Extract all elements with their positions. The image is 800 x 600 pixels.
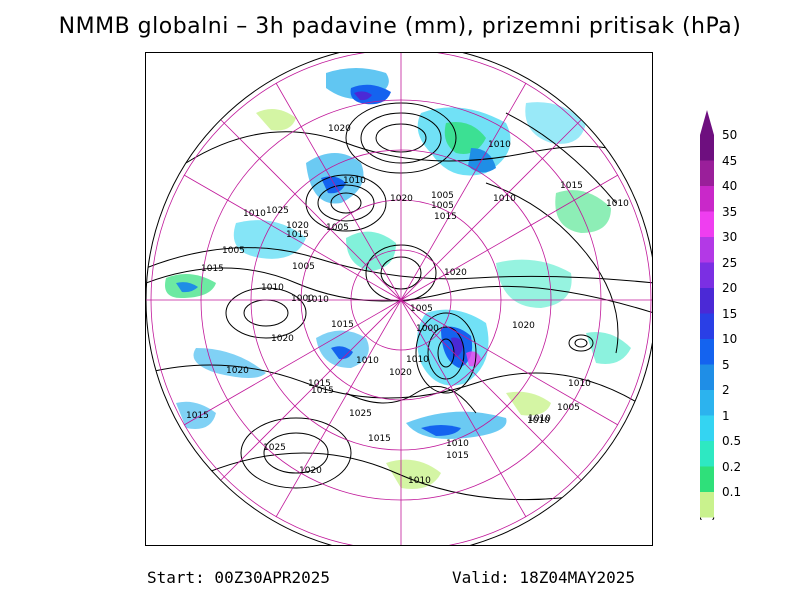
- legend-label: 15: [722, 306, 738, 321]
- isobar-label: 1010: [356, 356, 379, 366]
- isobar-label: 1020: [328, 124, 351, 134]
- legend-swatch: [700, 160, 714, 186]
- legend-swatch: [700, 262, 714, 288]
- legend-swatch: [700, 135, 714, 161]
- isobar-label: 1010: [446, 439, 469, 449]
- isobar-contours: [146, 102, 652, 501]
- isobar-label: 1025: [263, 443, 286, 453]
- legend-swatch: [700, 288, 714, 314]
- isobar-label: 1015: [311, 386, 334, 396]
- legend-swatch: [700, 211, 714, 237]
- legend-label: 30: [722, 230, 738, 244]
- legend-label: 40: [722, 179, 738, 193]
- graticule: [146, 53, 652, 545]
- isobar-label: 1020: [226, 366, 249, 376]
- isobar-label: 1020: [271, 334, 294, 344]
- legend-arrow-top: [700, 110, 714, 135]
- isobar-label: 1005: [222, 246, 245, 256]
- legend-label: 0.1: [722, 485, 742, 499]
- legend-swatch: [700, 492, 714, 518]
- map-title: NMMB globalni – 3h padavine (mm), prizem…: [58, 14, 742, 39]
- legend-swatch: [700, 313, 714, 339]
- isobar-label: 1010: [606, 199, 629, 209]
- isobar-label: 1010: [568, 379, 591, 389]
- legend-label: 50: [722, 128, 738, 142]
- isobar-label: 1005: [431, 201, 454, 211]
- legend-swatch: [700, 339, 714, 365]
- isobar-label: 1005: [557, 403, 580, 413]
- isobar-label: 1010: [528, 414, 551, 424]
- valid-time: Valid: 18Z04MAY2025: [452, 568, 636, 587]
- isobar-label: 1020: [444, 268, 467, 278]
- start-time: Start: 00Z30APR2025: [147, 568, 331, 587]
- isobar-label: 1010: [408, 476, 431, 486]
- isobar-labels: 1020101010101005102010051015101010151010…: [186, 124, 629, 486]
- isobar-label: 1010: [306, 295, 329, 305]
- isobar-label: 1000: [291, 294, 314, 304]
- isobar-label: 1005: [431, 191, 454, 201]
- isobar-label: 1010: [488, 140, 511, 150]
- isobar-label: 1010: [243, 209, 266, 219]
- isobar-label: 1015: [308, 379, 331, 389]
- legend-label: 35: [722, 204, 738, 219]
- isobar-label: 1010: [343, 176, 366, 186]
- isobar-label: 1020: [390, 194, 413, 204]
- legend-label: 0.5: [722, 434, 742, 448]
- isobar-label: 1010: [527, 416, 550, 426]
- legend-label: 2: [722, 383, 730, 397]
- legend-label: 10: [722, 332, 738, 346]
- isobar-label: 1020: [512, 321, 535, 331]
- legend-colorbar: [700, 110, 715, 520]
- legend-label: 25: [722, 255, 738, 270]
- isobar-label: 1010: [493, 194, 516, 204]
- isobar-label: 1015: [201, 264, 224, 274]
- legend-swatch: [700, 186, 714, 212]
- isobar-label: 1000: [416, 324, 439, 334]
- isobar-label: 1020: [286, 221, 309, 231]
- legend-swatch: [700, 415, 714, 441]
- isobar-label: 1015: [446, 451, 469, 461]
- isobar-label: 1015: [331, 320, 354, 330]
- isobar-label: 1010: [261, 283, 284, 293]
- isobar-label: 1005: [410, 304, 433, 314]
- polar-map: 1020101010101005102010051015101010151010…: [146, 53, 652, 545]
- legend-label: 1: [722, 408, 730, 423]
- isobar-label: 1015: [186, 411, 209, 421]
- precipitation-field: [165, 68, 631, 489]
- legend-swatch: [700, 364, 714, 390]
- legend-swatch: [700, 237, 714, 263]
- isobar-label: 1015: [560, 181, 583, 191]
- precipitation-legend: 50 45 40 35 30 25 20 15 10 5 2 1 0.5 0.2 0.1: [700, 110, 790, 520]
- legend-label: 5: [722, 357, 730, 372]
- isobar-label: 1010: [406, 355, 429, 365]
- legend-label: 45: [722, 153, 738, 168]
- legend-swatch: [700, 441, 714, 467]
- isobar-label: 1025: [266, 206, 289, 216]
- legend-swatch: [700, 390, 714, 416]
- legend-label: 20: [722, 281, 738, 295]
- isobar-label: 1015: [368, 434, 391, 444]
- map-panel: 1020 1010 1010 1005 1020 1005 1015 1010 1015 1010…: [145, 52, 653, 546]
- isobar-label: 1020: [389, 368, 412, 378]
- legend-swatch: [700, 466, 714, 492]
- isobar-label: 1005: [326, 223, 349, 233]
- isobar-label: 1015: [434, 212, 457, 222]
- isobar-label: 1015: [286, 230, 309, 240]
- isobar-label: 1025: [349, 409, 372, 419]
- isobar-label: 1005: [292, 262, 315, 272]
- legend-arrow-bottom: [700, 517, 715, 520]
- legend-label: 0.2: [722, 459, 742, 474]
- isobar-label: 1020: [299, 466, 322, 476]
